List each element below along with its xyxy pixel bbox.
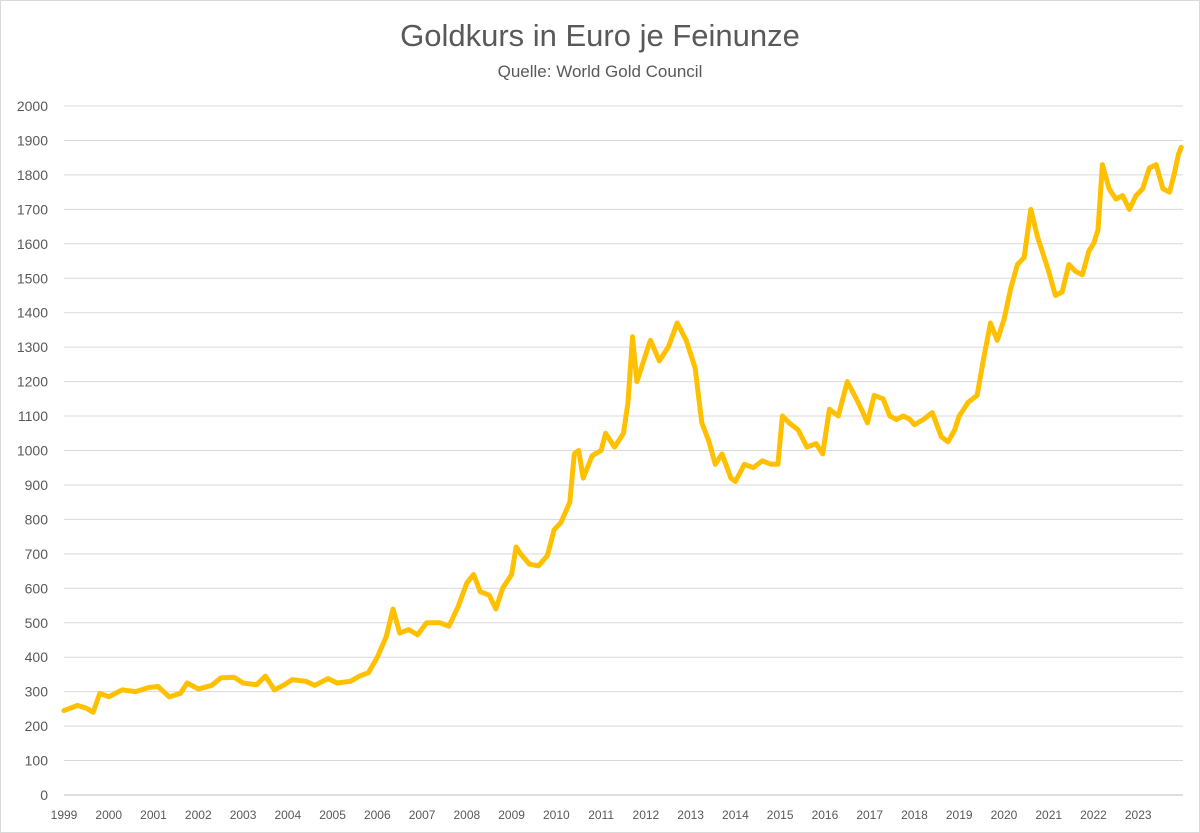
y-tick-label: 500 [25, 615, 49, 631]
gridlines [64, 105, 1183, 796]
x-tick-label: 2019 [946, 808, 973, 822]
y-tick-label: 1700 [17, 201, 48, 217]
x-tick-label: 2006 [364, 808, 391, 822]
y-tick-label: 1200 [17, 374, 48, 390]
y-tick-label: 2000 [17, 98, 48, 114]
series-group [61, 144, 1184, 715]
chart-title: Goldkurs in Euro je Feinunze [400, 18, 800, 53]
y-tick-label: 0 [40, 787, 48, 803]
x-tick-label: 2002 [185, 808, 212, 822]
x-tick-label: 2003 [230, 808, 257, 822]
y-tick-label: 1600 [17, 236, 48, 252]
y-tick-label: 800 [25, 511, 49, 527]
x-tick-label: 2000 [95, 808, 122, 822]
x-tick-label: 2015 [767, 808, 794, 822]
y-tick-label: 1100 [18, 408, 48, 424]
y-tick-label: 900 [25, 477, 49, 493]
y-tick-label: 700 [25, 546, 49, 562]
x-tick-label: 2017 [856, 808, 883, 822]
y-tick-label: 1000 [17, 443, 48, 459]
x-tick-label: 2004 [274, 808, 301, 822]
x-tick-label: 2014 [722, 808, 749, 822]
x-tick-label: 2010 [543, 808, 570, 822]
y-tick-label: 100 [25, 753, 49, 769]
x-tick-label: 2001 [140, 808, 167, 822]
x-tick-label: 2011 [588, 808, 614, 822]
y-tick-label: 300 [25, 684, 49, 700]
x-tick-label: 2005 [319, 808, 346, 822]
y-tick-label: 1400 [17, 305, 48, 321]
x-tick-label: 2013 [677, 808, 704, 822]
y-tick-label: 600 [25, 580, 49, 596]
x-tick-label: 2012 [633, 808, 660, 822]
x-tick-label: 2009 [498, 808, 525, 822]
chart-subtitle: Quelle: World Gold Council [497, 62, 703, 81]
y-tick-label: 1900 [17, 132, 48, 148]
y-tick-label: 400 [25, 649, 49, 665]
x-tick-label: 2008 [453, 808, 480, 822]
x-tick-label: 2022 [1080, 808, 1107, 822]
x-tick-label: 2016 [812, 808, 839, 822]
y-tick-label: 200 [25, 718, 49, 734]
x-tick-label: 1999 [51, 808, 78, 822]
x-tick-label: 2007 [409, 808, 436, 822]
x-axis-ticks: 1999 2000 2001 2002 2003 2004 2005 2006 2007 2008… [51, 808, 1152, 822]
x-tick-label: 2021 [1035, 808, 1062, 822]
y-tick-label: 1300 [17, 339, 48, 355]
y-tick-label: 1500 [17, 270, 48, 286]
x-tick-label: 2023 [1125, 808, 1152, 822]
series-line-0 [61, 144, 1184, 715]
x-tick-label: 2018 [901, 808, 928, 822]
x-tick-label: 2020 [991, 808, 1018, 822]
y-axis-ticks: 0 100 200 300 400 500 600 700 800 900 1000 1100 1200… [17, 98, 48, 803]
y-tick-label: 1800 [17, 167, 48, 183]
